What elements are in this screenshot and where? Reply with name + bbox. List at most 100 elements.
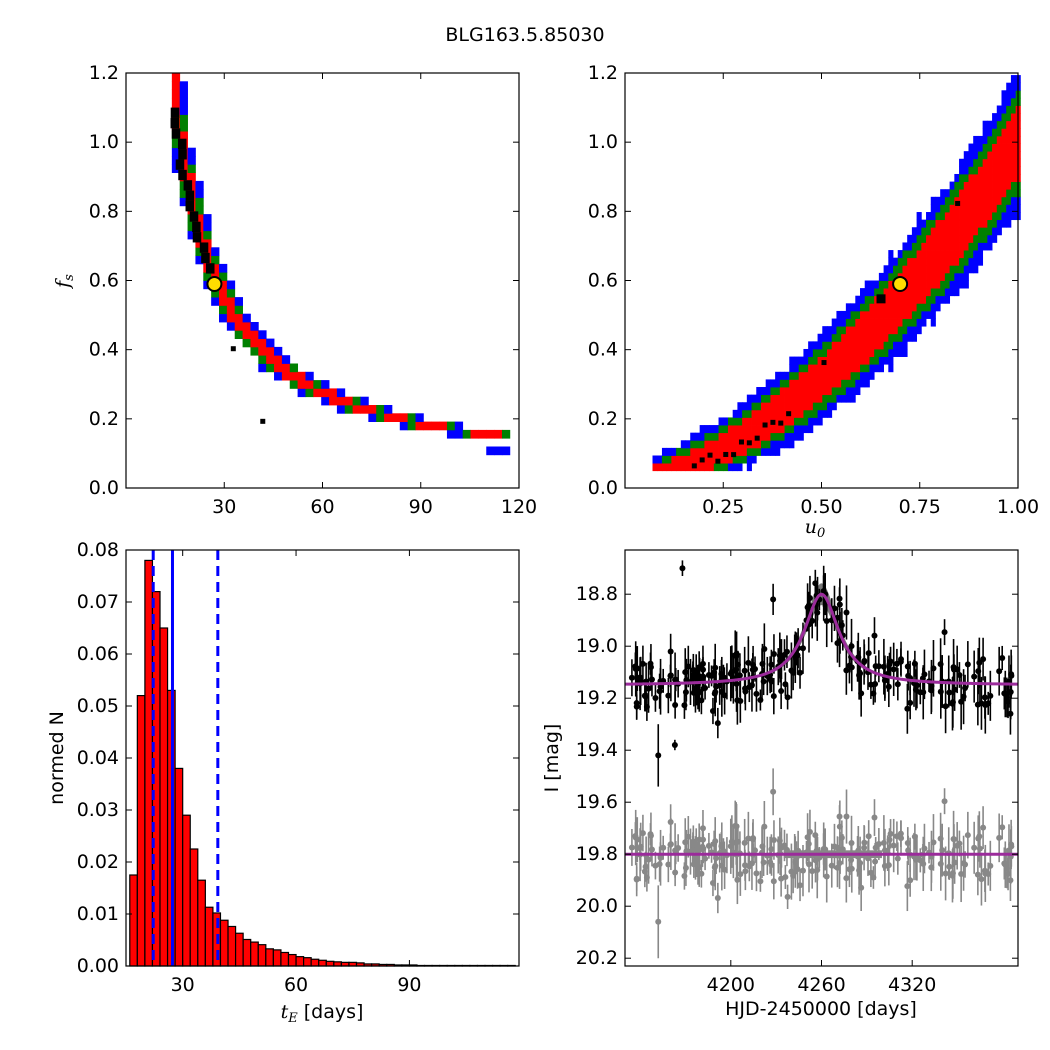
density-cell bbox=[973, 250, 979, 259]
density-cell bbox=[930, 234, 936, 243]
density-cell bbox=[171, 81, 181, 90]
residual-point bbox=[907, 877, 914, 884]
density-cell bbox=[907, 295, 913, 304]
density-cell bbox=[911, 265, 918, 274]
residual-point bbox=[904, 883, 911, 890]
density-cell bbox=[775, 440, 781, 449]
density-cell bbox=[860, 288, 866, 297]
data-point bbox=[745, 659, 752, 666]
residual-point bbox=[711, 864, 718, 871]
density-cell bbox=[266, 338, 275, 348]
density-cell bbox=[888, 280, 894, 289]
density-cell bbox=[940, 272, 946, 281]
density-cell bbox=[949, 242, 955, 251]
density-cell bbox=[751, 394, 757, 403]
density-cell bbox=[784, 417, 790, 426]
density-cell bbox=[841, 371, 847, 380]
density-cell bbox=[959, 265, 965, 274]
residual-point bbox=[770, 878, 777, 885]
density-cell bbox=[992, 128, 998, 137]
density-cell bbox=[798, 402, 804, 411]
density-cell bbox=[930, 257, 936, 266]
density-cell bbox=[907, 310, 913, 319]
peak-cell bbox=[178, 149, 187, 160]
data-point bbox=[1003, 694, 1010, 701]
density-cell bbox=[751, 425, 757, 434]
density-cell bbox=[888, 295, 894, 304]
density-cell bbox=[935, 272, 941, 281]
y-tick-label: 0.05 bbox=[77, 695, 119, 717]
density-cell bbox=[982, 212, 988, 221]
peak-cell bbox=[175, 159, 185, 170]
density-cell bbox=[486, 446, 495, 456]
density-cell bbox=[1010, 204, 1017, 213]
peak-cell bbox=[821, 360, 827, 366]
density-cell bbox=[850, 356, 856, 365]
density-cell bbox=[987, 181, 993, 190]
density-cell bbox=[737, 432, 743, 441]
density-cell bbox=[760, 402, 767, 411]
density-cell bbox=[841, 356, 847, 365]
panel-te-histogram: 30 60 90 0.00 0.01 0.02 0.03 0.04 0.05 0.06 0.07 0.… bbox=[46, 539, 520, 1026]
density-cell bbox=[992, 173, 998, 182]
density-cell bbox=[384, 413, 393, 422]
density-cell bbox=[982, 189, 988, 198]
density-cell bbox=[803, 417, 809, 426]
density-cell bbox=[765, 447, 771, 456]
lightcurve-frame bbox=[624, 549, 1019, 967]
density-cell bbox=[187, 164, 196, 173]
y-tick-label: 20.2 bbox=[576, 947, 618, 969]
density-cell bbox=[718, 455, 724, 464]
density-cell bbox=[968, 204, 974, 213]
density-cell bbox=[959, 257, 965, 266]
density-cell bbox=[940, 219, 946, 228]
density-cell bbox=[1010, 82, 1017, 91]
density-cell bbox=[878, 364, 884, 373]
density-cell bbox=[676, 463, 682, 472]
residual-point bbox=[950, 835, 957, 842]
density-cell bbox=[921, 303, 927, 312]
residual-point bbox=[733, 823, 740, 830]
y-tick-label: 1.0 bbox=[89, 131, 119, 153]
density-cell bbox=[297, 371, 306, 381]
lightcurve-xlabel: HJD-2450000 [days] bbox=[725, 998, 917, 1020]
residual-point bbox=[745, 835, 752, 842]
density-cell bbox=[916, 272, 922, 281]
density-cell bbox=[827, 341, 833, 350]
density-cell bbox=[666, 463, 672, 472]
density-cell bbox=[963, 181, 969, 190]
density-cell bbox=[963, 265, 969, 274]
density-cell bbox=[897, 250, 903, 259]
density-cell bbox=[869, 295, 875, 304]
density-cell bbox=[289, 363, 299, 373]
data-point bbox=[843, 667, 850, 674]
density-cell bbox=[921, 257, 927, 266]
density-cell bbox=[878, 356, 884, 365]
density-cell bbox=[992, 189, 998, 198]
y-tick-label: 0.00 bbox=[77, 955, 119, 977]
density-cell bbox=[784, 425, 790, 434]
density-cell bbox=[949, 250, 955, 259]
data-point bbox=[721, 692, 728, 699]
data-point bbox=[871, 632, 878, 639]
density-cell bbox=[798, 364, 804, 373]
residual-point bbox=[782, 874, 789, 881]
density-cell bbox=[902, 348, 908, 357]
histogram-bar bbox=[318, 959, 327, 967]
density-cell bbox=[831, 318, 837, 327]
histogram-bar bbox=[257, 944, 267, 967]
x-tick-label: 1.00 bbox=[997, 496, 1039, 518]
density-cell bbox=[1001, 196, 1007, 205]
density-cell bbox=[1010, 128, 1017, 137]
data-point bbox=[760, 678, 767, 685]
density-cell bbox=[944, 280, 951, 289]
density-cell bbox=[940, 212, 946, 221]
density-cell bbox=[1006, 105, 1012, 114]
density-cell bbox=[1001, 212, 1007, 221]
density-cell bbox=[760, 387, 767, 396]
density-cell bbox=[855, 303, 861, 312]
density-cell bbox=[297, 380, 306, 389]
x-tick-label: 4320 bbox=[888, 974, 936, 996]
density-cell bbox=[841, 318, 847, 327]
density-cell bbox=[930, 318, 936, 327]
